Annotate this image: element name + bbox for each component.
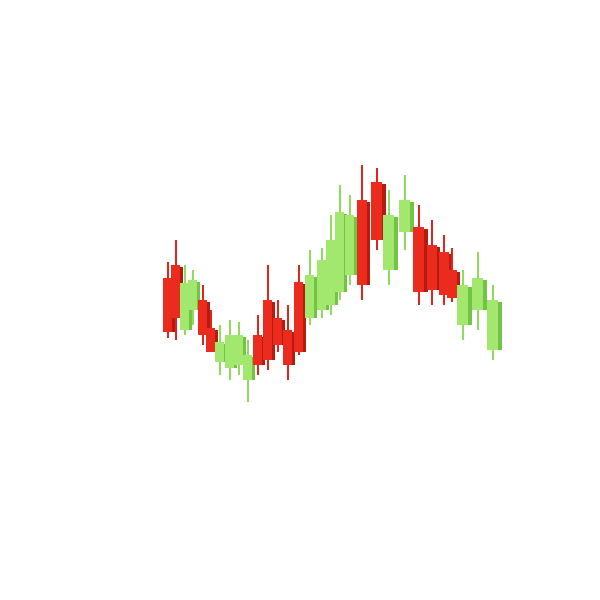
candle [472, 252, 487, 330]
body-side [303, 284, 306, 352]
body [427, 245, 437, 290]
body-side [354, 217, 357, 275]
body [294, 282, 303, 352]
candle [263, 265, 275, 370]
body-side [252, 357, 255, 380]
candle [357, 165, 370, 300]
candle [305, 250, 317, 325]
candle [371, 168, 386, 250]
body-side [207, 302, 210, 335]
candle [198, 285, 210, 345]
body [163, 278, 172, 332]
candle [188, 270, 200, 325]
body-side [424, 229, 428, 292]
body [413, 227, 424, 292]
body-side [314, 277, 317, 318]
body [447, 270, 457, 298]
candle [206, 310, 218, 352]
body-side [437, 247, 440, 290]
body [317, 260, 326, 310]
body [215, 342, 224, 362]
body [371, 182, 382, 240]
body-side [215, 330, 218, 352]
candle [399, 175, 414, 250]
candle [243, 340, 255, 402]
candle [234, 322, 246, 375]
body [439, 252, 449, 295]
candle [487, 285, 502, 360]
body [198, 300, 207, 335]
body [180, 283, 189, 330]
body [305, 275, 314, 318]
candle [383, 190, 398, 285]
candle [294, 265, 306, 355]
body [263, 300, 272, 360]
candle [427, 220, 440, 305]
body [225, 335, 234, 368]
body [206, 328, 215, 352]
body [399, 200, 410, 232]
candle [457, 270, 472, 340]
body [283, 330, 292, 365]
body [383, 215, 394, 270]
body-side [243, 337, 246, 365]
body-side [468, 287, 472, 325]
body-side [197, 282, 200, 310]
candle [283, 305, 295, 380]
body [357, 200, 367, 285]
body [326, 240, 335, 305]
body [171, 265, 180, 318]
candle [413, 205, 428, 305]
body [243, 355, 252, 380]
body [335, 212, 344, 292]
body [253, 335, 262, 365]
body-side [382, 184, 386, 240]
body [487, 300, 498, 350]
body-side [292, 332, 295, 365]
body [457, 285, 468, 325]
body [234, 335, 243, 365]
body-side [483, 280, 487, 310]
body [188, 280, 197, 310]
body-side [498, 302, 502, 350]
body-side [410, 202, 414, 232]
body-side [367, 202, 370, 285]
body [273, 318, 282, 345]
body-side [394, 217, 398, 270]
body [345, 215, 354, 275]
candle [345, 195, 357, 285]
body [472, 278, 483, 310]
